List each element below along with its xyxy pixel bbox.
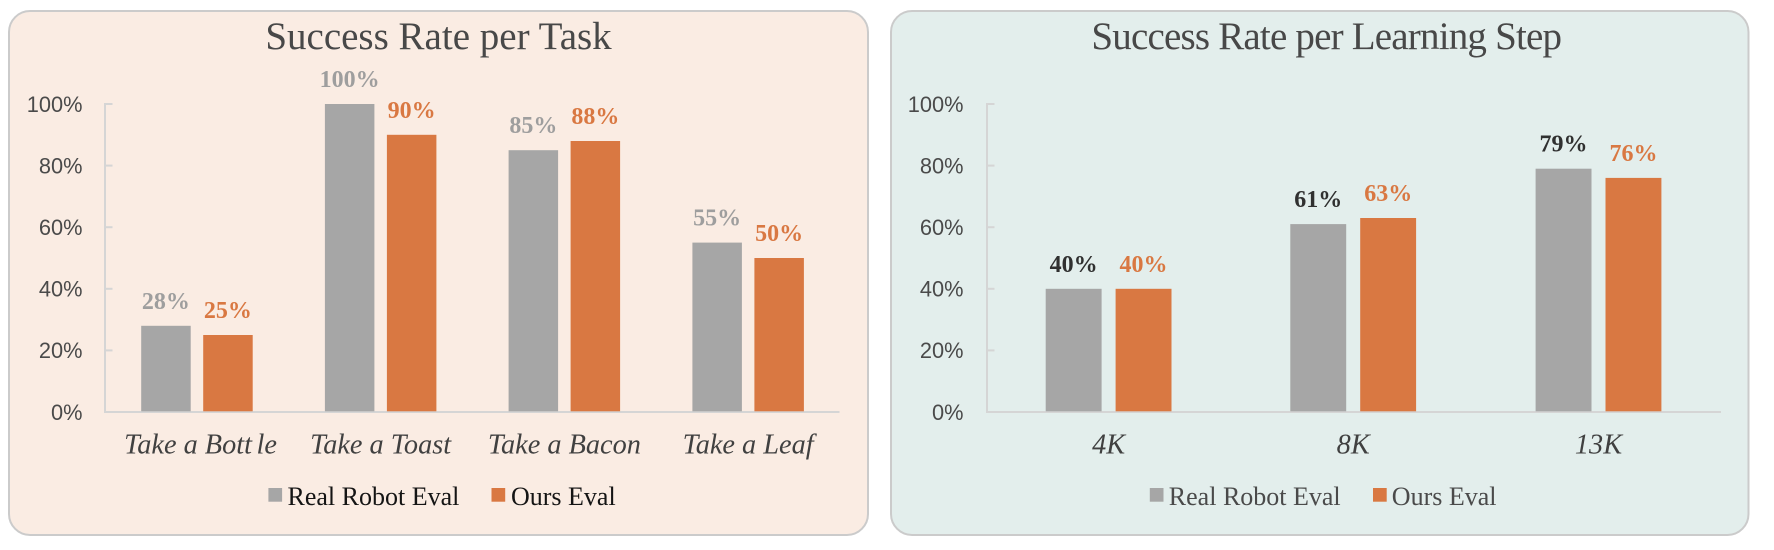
svg-text:90%: 90% (388, 98, 436, 124)
svg-text:Ours Eval: Ours Eval (1392, 482, 1497, 511)
svg-text:Success Rate per Learning Step: Success Rate per Learning Step (1091, 15, 1561, 58)
svg-text:Real Robot Eval: Real Robot Eval (288, 482, 460, 511)
svg-text:88%: 88% (571, 104, 619, 130)
svg-text:85%: 85% (509, 113, 557, 139)
svg-text:20%: 20% (920, 338, 964, 363)
svg-text:Ours Eval: Ours Eval (511, 482, 616, 511)
svg-text:0%: 0% (932, 400, 964, 425)
svg-text:63%: 63% (1364, 181, 1412, 207)
svg-text:Take a Leaf: Take a Leaf (683, 429, 818, 460)
svg-text:40%: 40% (1120, 252, 1168, 278)
svg-text:Take a Bacon: Take a Bacon (488, 429, 641, 460)
svg-text:13K: 13K (1575, 429, 1624, 460)
svg-text:25%: 25% (204, 298, 252, 324)
svg-text:60%: 60% (39, 215, 83, 240)
svg-text:Take a Toast: Take a Toast (310, 429, 452, 460)
svg-text:4K: 4K (1092, 429, 1127, 460)
svg-text:40%: 40% (920, 277, 964, 302)
svg-text:0%: 0% (51, 400, 83, 425)
svg-text:100%: 100% (27, 92, 83, 117)
svg-text:100%: 100% (908, 92, 964, 117)
svg-text:79%: 79% (1540, 132, 1588, 158)
svg-text:8K: 8K (1337, 429, 1372, 460)
svg-text:61%: 61% (1294, 187, 1342, 213)
svg-text:40%: 40% (1050, 252, 1098, 278)
svg-text:20%: 20% (39, 338, 83, 363)
svg-text:100%: 100% (320, 67, 380, 93)
svg-text:80%: 80% (920, 153, 964, 178)
svg-text:40%: 40% (39, 277, 83, 302)
svg-text:Real Robot Eval: Real Robot Eval (1169, 482, 1341, 511)
svg-text:28%: 28% (142, 289, 190, 315)
svg-text:55%: 55% (693, 206, 741, 232)
svg-text:Success Rate per Task: Success Rate per Task (265, 15, 612, 58)
svg-text:80%: 80% (39, 153, 83, 178)
svg-text:60%: 60% (920, 215, 964, 240)
svg-text:50%: 50% (755, 221, 803, 247)
svg-text:76%: 76% (1610, 141, 1658, 167)
